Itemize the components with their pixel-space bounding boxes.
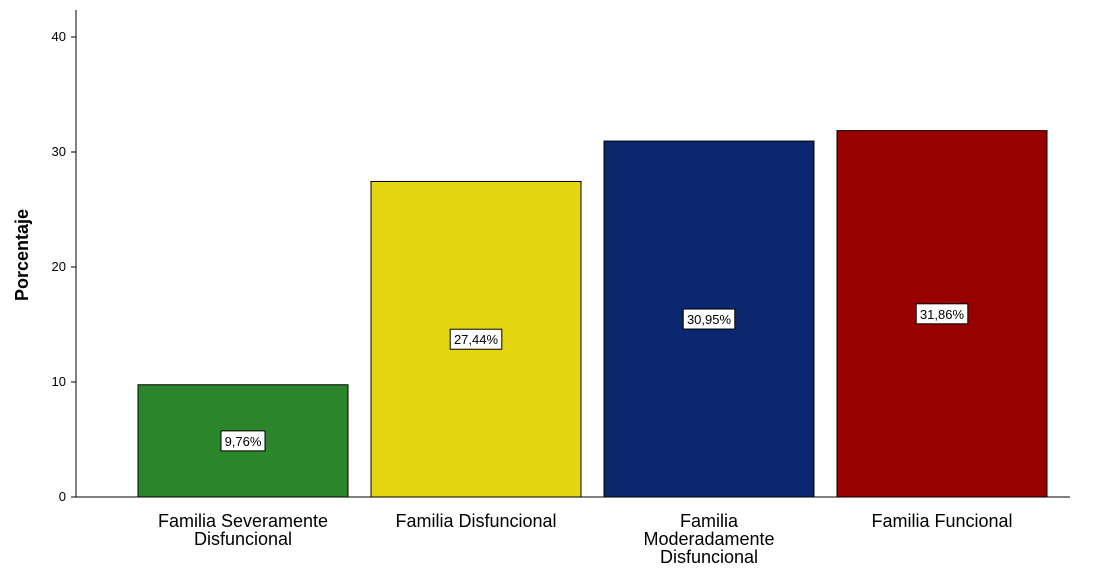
- y-tick-label: 20: [52, 259, 66, 274]
- y-tick-label: 10: [52, 374, 66, 389]
- x-tick-label: Familia Disfuncional: [395, 511, 556, 531]
- data-label: 27,44%: [454, 332, 499, 347]
- y-tick-label: 30: [52, 144, 66, 159]
- labels: 9,76% 27,44% 30,95% 31,86%: [220, 303, 969, 452]
- bars: [137, 130, 1048, 498]
- data-label-box: [682, 308, 736, 330]
- y-tick-label: 40: [52, 29, 66, 44]
- x-tick-label: Familia Severamente: [158, 511, 328, 531]
- x-tick-label: Familia: [680, 511, 739, 531]
- data-label: 9,76%: [225, 434, 262, 449]
- data-label: 30,95%: [687, 312, 732, 327]
- x-tick-label: Moderadamente: [643, 529, 774, 549]
- data-label-box: [220, 430, 266, 452]
- data-label-box: [915, 303, 969, 325]
- data-label-box: [449, 328, 503, 350]
- x-tick-label: Disfuncional: [660, 547, 758, 567]
- y-tick-label: 0: [59, 489, 66, 504]
- data-label: 31,86%: [920, 307, 965, 322]
- y-axis-title: Porcentaje: [12, 209, 32, 301]
- x-tick-label: Familia Funcional: [871, 511, 1012, 531]
- x-tick-label: Disfuncional: [194, 529, 292, 549]
